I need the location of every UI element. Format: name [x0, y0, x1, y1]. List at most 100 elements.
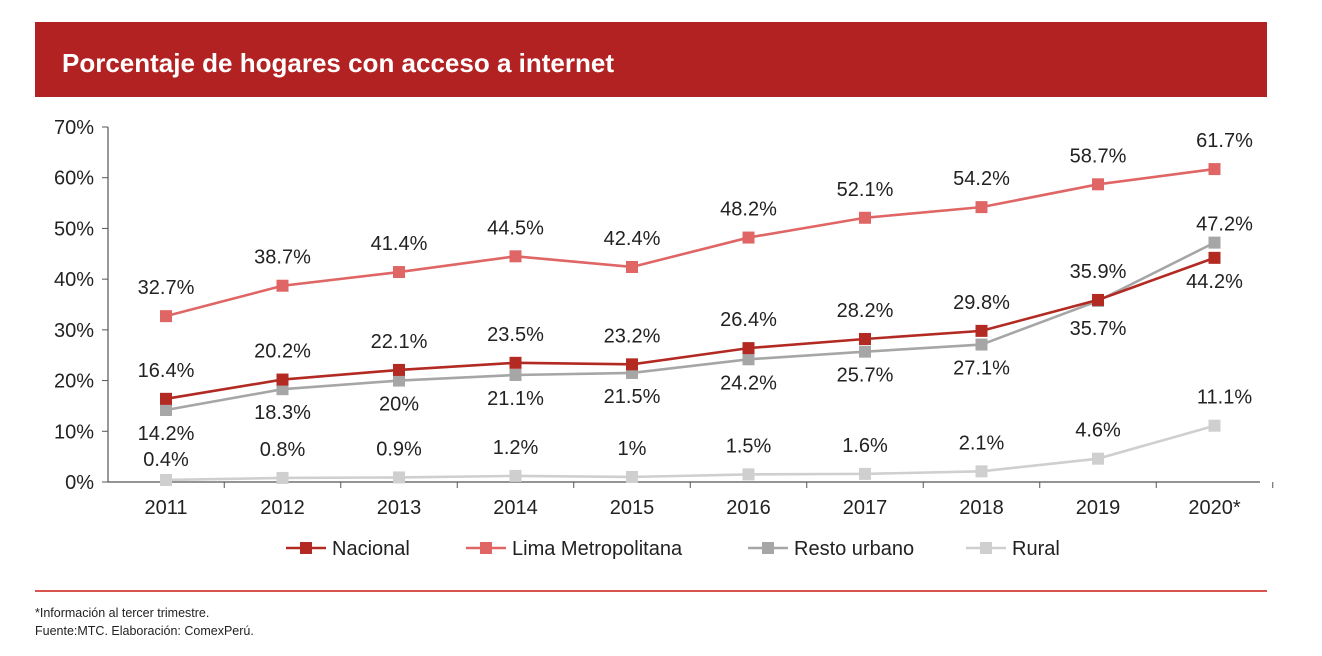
y-tick-label: 20% [54, 371, 94, 393]
data-label-lima-metropolitana: 41.4% [371, 233, 428, 255]
data-point-lima-metropolitana [742, 231, 755, 244]
legend-label-resto-urbano: Resto urbano [794, 538, 914, 560]
data-point-nacional [276, 373, 289, 386]
data-point-lima-metropolitana [276, 279, 289, 292]
data-label-resto-urbano: 14.2% [138, 423, 195, 445]
legend-label-rural: Rural [1012, 538, 1060, 560]
data-label-lima-metropolitana: 52.1% [837, 179, 894, 201]
data-point-nacional [742, 342, 755, 355]
data-point-nacional [160, 392, 172, 405]
data-point-lima-metropolitana [393, 266, 405, 279]
data-point-rural [742, 468, 755, 481]
y-tick-label: 0% [65, 472, 94, 494]
legend-label-nacional: Nacional [332, 538, 410, 560]
data-label-nacional: 44.2% [1186, 271, 1243, 293]
y-tick-label: 50% [54, 218, 94, 240]
data-label-nacional: 23.2% [604, 325, 661, 347]
x-tick-label: 2020* [1188, 497, 1240, 519]
legend-marker-nacional [300, 542, 312, 554]
y-tick-label: 70% [54, 117, 94, 139]
legend-marker-rural [980, 542, 992, 554]
data-label-lima-metropolitana: 48.2% [720, 199, 777, 221]
data-point-rural [975, 465, 988, 478]
data-point-rural [276, 471, 289, 484]
data-point-resto-urbano [276, 383, 289, 396]
source-note: Fuente:MTC. Elaboración: ComexPerú. [35, 624, 254, 638]
data-label-resto-urbano: 24.2% [720, 372, 777, 394]
data-label-resto-urbano: 21.1% [487, 388, 544, 410]
y-tick-label: 10% [54, 421, 94, 443]
data-point-nacional [509, 356, 522, 369]
data-point-lima-metropolitana [975, 201, 988, 214]
data-label-nacional: 28.2% [837, 300, 894, 322]
data-label-resto-urbano: 18.3% [254, 402, 311, 424]
data-label-rural: 0.4% [143, 449, 189, 471]
data-label-resto-urbano: 21.5% [604, 386, 661, 408]
data-label-lima-metropolitana: 32.7% [138, 277, 195, 299]
legend-label-lima-metropolitana: Lima Metropolitana [512, 538, 683, 560]
data-label-resto-urbano: 27.1% [953, 358, 1010, 380]
data-point-lima-metropolitana [1092, 178, 1104, 191]
data-label-resto-urbano: 47.2% [1196, 214, 1253, 236]
data-label-rural: 1.5% [726, 435, 772, 457]
data-label-nacional: 29.8% [953, 292, 1010, 314]
legend-marker-lima-metropolitana [480, 542, 492, 554]
data-label-rural: 1.6% [842, 435, 888, 457]
data-label-rural: 2.1% [959, 432, 1005, 454]
data-label-lima-metropolitana: 54.2% [953, 168, 1010, 190]
data-label-resto-urbano: 35.7% [1070, 318, 1127, 340]
data-label-resto-urbano: 25.7% [837, 365, 894, 387]
data-point-lima-metropolitana [1208, 163, 1221, 176]
data-label-lima-metropolitana: 42.4% [604, 228, 661, 250]
data-label-lima-metropolitana: 38.7% [254, 247, 311, 269]
data-point-rural [1208, 419, 1221, 432]
data-point-nacional [1208, 251, 1221, 264]
data-point-resto-urbano [160, 403, 172, 416]
x-tick-label: 2019 [1076, 497, 1121, 519]
series-line-lima-metropolitana [165, 167, 1215, 318]
data-point-resto-urbano [975, 338, 988, 351]
footnote: *Información al tercer trimestre. [35, 606, 210, 620]
line-chart: 0% 10% 20% 30% 40% 50% 60% 70% 2011 2012 2013 2014 2… [54, 117, 1274, 560]
data-label-rural: 4.6% [1075, 420, 1121, 442]
x-tick-label: 2015 [610, 497, 655, 519]
legend-marker-resto-urbano [762, 542, 774, 554]
y-tick-label: 40% [54, 269, 94, 291]
data-point-rural [160, 473, 172, 486]
data-label-nacional: 26.4% [720, 309, 777, 331]
series-line-resto-urbano [165, 241, 1216, 412]
x-tick-label: 2014 [493, 497, 538, 519]
chart-title: Porcentaje de hogares con acceso a inter… [62, 48, 614, 78]
data-point-nacional [393, 363, 405, 376]
footer-divider [35, 590, 1267, 592]
series-line-rural [165, 424, 1215, 482]
data-point-resto-urbano [393, 374, 405, 387]
data-point-resto-urbano [509, 368, 522, 381]
data-label-lima-metropolitana: 44.5% [487, 217, 544, 239]
x-tick-label: 2013 [377, 497, 422, 519]
data-label-rural: 0.9% [376, 438, 422, 460]
data-point-resto-urbano [1208, 236, 1221, 249]
data-point-rural [393, 471, 405, 484]
data-point-nacional [626, 358, 638, 371]
data-point-rural [626, 470, 638, 483]
chart-header-bar: Porcentaje de hogares con acceso a inter… [35, 22, 1267, 97]
data-point-nacional [975, 324, 988, 337]
data-point-lima-metropolitana [626, 260, 638, 273]
data-label-lima-metropolitana: 61.7% [1196, 130, 1253, 152]
data-label-nacional: 20.2% [254, 341, 311, 363]
y-tick-label: 60% [54, 168, 94, 190]
data-point-rural [509, 469, 522, 482]
data-label-nacional: 22.1% [371, 331, 428, 353]
data-label-rural: 0.8% [260, 439, 306, 461]
data-label-nacional: 16.4% [138, 360, 195, 382]
x-tick-label: 2012 [260, 497, 305, 519]
data-label-resto-urbano: 20% [379, 394, 419, 416]
data-point-resto-urbano [859, 345, 871, 358]
data-label-nacional: 35.9% [1070, 261, 1127, 283]
y-tick-label: 30% [54, 320, 94, 342]
data-label-nacional: 23.5% [487, 324, 544, 346]
data-point-nacional [859, 332, 871, 345]
data-point-lima-metropolitana [859, 211, 871, 224]
data-point-rural [1092, 452, 1104, 465]
